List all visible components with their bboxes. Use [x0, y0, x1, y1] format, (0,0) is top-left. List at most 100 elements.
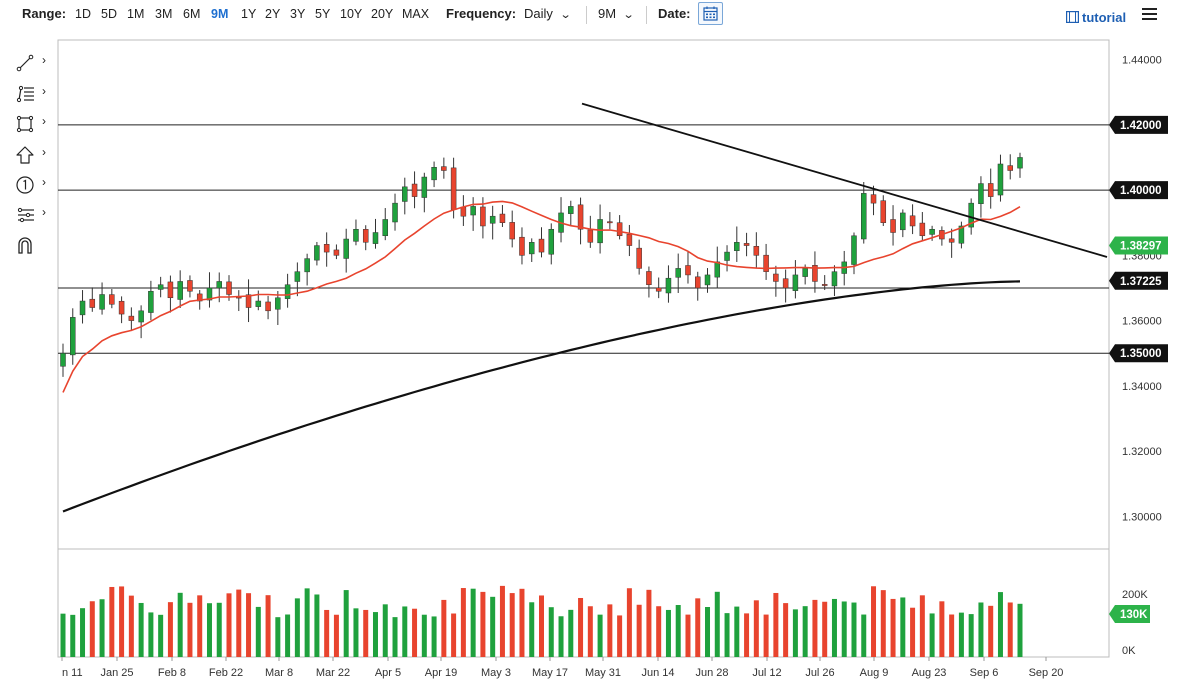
range-1y[interactable]: 1Y — [241, 7, 257, 21]
range-3m[interactable]: 3M — [155, 7, 173, 21]
candle-body[interactable] — [216, 281, 222, 289]
candle-body[interactable] — [353, 228, 359, 242]
candle-body[interactable] — [548, 228, 555, 255]
candle-body[interactable] — [99, 294, 105, 310]
range-1m[interactable]: 1M — [127, 7, 145, 21]
candle-body[interactable] — [587, 229, 594, 243]
range-5d[interactable]: 5D — [101, 7, 117, 21]
candle-body[interactable] — [948, 238, 955, 243]
candle-body[interactable] — [821, 284, 828, 286]
calendar-button[interactable] — [698, 2, 723, 25]
candle-body[interactable] — [763, 254, 769, 272]
candle-body[interactable] — [79, 300, 86, 316]
candle-body[interactable] — [275, 297, 281, 310]
candle-body[interactable] — [245, 294, 252, 308]
candle-body[interactable] — [118, 300, 125, 315]
candle-body[interactable] — [411, 183, 418, 197]
candle-body[interactable] — [265, 301, 271, 312]
candle-body[interactable] — [148, 290, 154, 313]
rectangle-tool[interactable]: › — [14, 113, 54, 135]
candle-body[interactable] — [470, 206, 476, 216]
candle-body[interactable] — [958, 225, 965, 244]
candle-body[interactable] — [392, 202, 398, 223]
candle-body[interactable] — [743, 243, 750, 246]
trendline[interactable] — [581, 102, 1108, 258]
candle-body[interactable] — [60, 352, 66, 367]
candle-body[interactable] — [509, 222, 515, 240]
candle-body[interactable] — [294, 271, 301, 282]
candle-body[interactable] — [323, 244, 330, 253]
candle-body[interactable] — [343, 238, 349, 259]
candle-body[interactable] — [646, 271, 652, 285]
candle-body[interactable] — [314, 245, 320, 261]
candle-body[interactable] — [206, 287, 213, 301]
candle-body[interactable] — [997, 163, 1004, 196]
candle-body[interactable] — [489, 215, 496, 224]
candle-body[interactable] — [636, 247, 642, 269]
candle-body[interactable] — [782, 278, 789, 289]
candle-body[interactable] — [372, 232, 379, 244]
candle-body[interactable] — [362, 229, 369, 243]
arrow-tool[interactable]: › — [14, 144, 54, 166]
candle-body[interactable] — [187, 280, 193, 292]
candle-body[interactable] — [499, 213, 506, 223]
candle-body[interactable] — [978, 183, 984, 204]
annotation-tool[interactable]: › — [14, 174, 54, 196]
candle-body[interactable] — [802, 268, 808, 277]
frequency-dropdown[interactable]: Daily ⌄ — [524, 6, 572, 21]
candle-body[interactable] — [450, 167, 457, 210]
candle-body[interactable] — [812, 265, 818, 282]
candle-body[interactable] — [109, 294, 115, 305]
candle-body[interactable] — [890, 219, 896, 233]
candle-body[interactable] — [167, 281, 174, 299]
candle-body[interactable] — [1007, 165, 1013, 171]
range-1d[interactable]: 1D — [75, 7, 91, 21]
candle-body[interactable] — [861, 193, 867, 240]
candle-body[interactable] — [734, 242, 740, 251]
candle-body[interactable] — [685, 265, 691, 276]
candle-body[interactable] — [607, 221, 613, 224]
candle-body[interactable] — [138, 310, 144, 323]
candle-body[interactable] — [831, 271, 838, 287]
candle-body[interactable] — [694, 276, 701, 289]
tutorial-link[interactable]: tutorial — [1066, 10, 1126, 25]
candle-body[interactable] — [196, 293, 203, 302]
trendline-tool[interactable]: › — [14, 52, 54, 74]
hamburger-menu-icon[interactable] — [1142, 8, 1157, 21]
candle-body[interactable] — [597, 219, 603, 244]
candle-body[interactable] — [441, 166, 447, 171]
candle-body[interactable] — [255, 300, 262, 307]
candle-body[interactable] — [773, 273, 779, 282]
candle-body[interactable] — [929, 228, 935, 235]
candle-body[interactable] — [402, 186, 408, 202]
candle-body[interactable] — [900, 212, 906, 231]
candle-body[interactable] — [880, 200, 887, 223]
period-dropdown[interactable]: 9M ⌄ — [598, 6, 635, 21]
range-5y[interactable]: 5Y — [315, 7, 331, 21]
candle-body[interactable] — [919, 222, 926, 237]
candle-body[interactable] — [753, 246, 760, 256]
candle-body[interactable] — [675, 268, 681, 278]
candle-body[interactable] — [157, 284, 164, 290]
candle-body[interactable] — [568, 206, 574, 214]
candle-body[interactable] — [616, 222, 623, 237]
candle-body[interactable] — [460, 206, 467, 217]
candle-body[interactable] — [304, 258, 310, 273]
candle-body[interactable] — [528, 242, 535, 255]
candle-body[interactable] — [626, 233, 633, 246]
candle-body[interactable] — [704, 274, 711, 286]
indicator-tool[interactable]: › — [14, 204, 54, 226]
candle-body[interactable] — [909, 215, 916, 227]
range-9m[interactable]: 9M — [211, 7, 229, 21]
candle-body[interactable] — [538, 238, 545, 253]
candle-body[interactable] — [665, 277, 672, 294]
candle-body[interactable] — [577, 204, 584, 230]
candle-body[interactable] — [480, 206, 486, 227]
candle-body[interactable] — [851, 235, 857, 265]
candle-body[interactable] — [714, 261, 721, 278]
candle-body[interactable] — [968, 202, 974, 228]
candle-body[interactable] — [870, 194, 877, 204]
candle-body[interactable] — [519, 236, 525, 256]
range-20y[interactable]: 20Y — [371, 7, 394, 21]
